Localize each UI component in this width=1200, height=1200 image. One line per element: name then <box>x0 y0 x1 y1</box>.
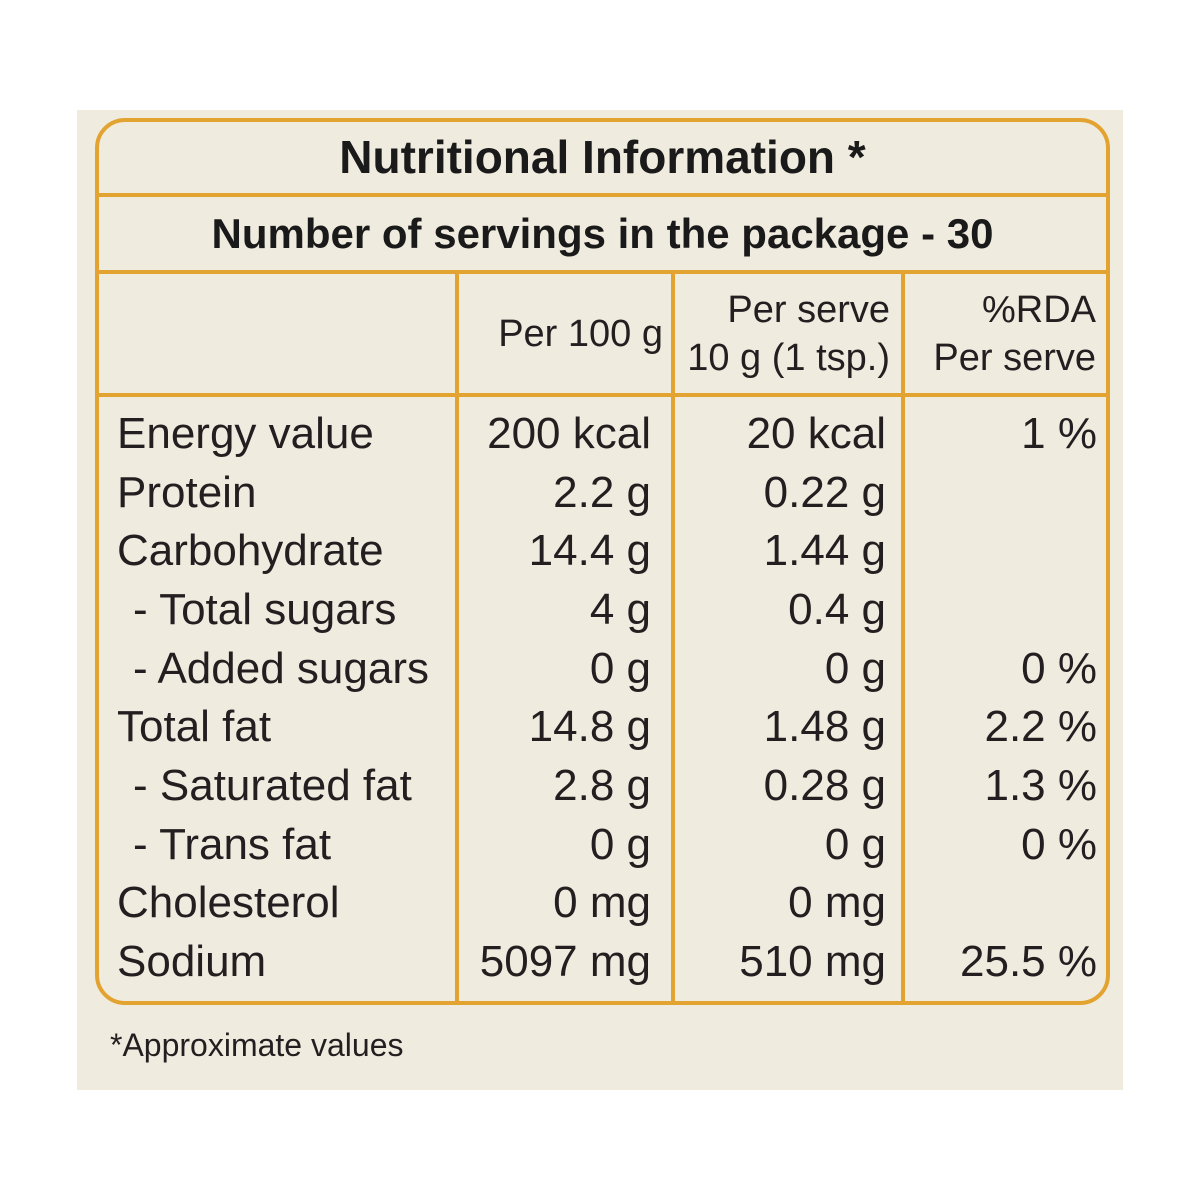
nutrient-name: - Saturated fat <box>133 760 412 810</box>
rda-value <box>905 581 1106 640</box>
table-row: - Saturated fat 2.8 g 0.28 g 1.3 % <box>99 757 1106 816</box>
nutrition-table: Nutritional Information * Number of serv… <box>95 118 1110 1005</box>
nutrient-name: - Total sugars <box>133 584 397 634</box>
column-divider <box>901 270 905 1001</box>
per-serve-value: 510 mg <box>739 936 886 986</box>
per-100g-value: 5097 mg <box>479 936 651 986</box>
rda-value: 0 % <box>1021 819 1097 869</box>
header-per-100g: Per 100 g <box>459 274 675 393</box>
per-100g-value: 0 mg <box>553 878 651 928</box>
nutrient-name: Energy value <box>117 409 374 458</box>
table-row: Total fat 14.8 g 1.48 g 2.2 % <box>99 698 1106 757</box>
per-100g-value: 200 kcal <box>487 409 651 458</box>
table-body: Energy value 200 kcal 20 kcal 1 % Protei… <box>99 397 1106 1001</box>
rda-value <box>905 522 1106 581</box>
per-100g-value: 0 g <box>589 819 651 869</box>
table-row: Energy value 200 kcal 20 kcal 1 % <box>99 405 1106 464</box>
header-rda: %RDA Per serve <box>905 274 1106 393</box>
rda-value <box>905 874 1106 933</box>
nutrient-name: Protein <box>117 467 257 517</box>
per-serve-value: 0 g <box>824 643 886 693</box>
table-row: Protein 2.2 g 0.22 g <box>99 464 1106 523</box>
table-title: Nutritional Information * <box>339 131 866 183</box>
divider <box>99 393 1106 397</box>
header-nutrient-col <box>99 274 459 393</box>
per-100g-value: 2.2 g <box>553 467 651 517</box>
label-panel: Nutritional Information * Number of serv… <box>77 110 1123 1090</box>
table-row: Sodium 5097 mg 510 mg 25.5 % <box>99 933 1106 992</box>
nutrient-name: Cholesterol <box>117 878 340 928</box>
rda-value <box>905 464 1106 523</box>
per-100g-value: 2.8 g <box>553 760 651 810</box>
per-serve-value: 0.28 g <box>763 760 886 810</box>
per-serve-value: 1.48 g <box>763 702 886 752</box>
header-rda-line1: %RDA <box>981 288 1096 331</box>
column-divider <box>455 270 459 1001</box>
table-row: Cholesterol 0 mg 0 mg <box>99 874 1106 933</box>
per-serve-value: 0 mg <box>788 878 886 928</box>
per-serve-value: 20 kcal <box>746 409 886 458</box>
nutrient-name: Sodium <box>117 936 267 986</box>
per-100g-value: 4 g <box>589 584 651 634</box>
rda-value: 1 % <box>1021 409 1097 458</box>
per-100g-value: 14.8 g <box>528 702 651 752</box>
nutrient-name: - Added sugars <box>133 643 429 693</box>
table-row: - Trans fat 0 g 0 g 0 % <box>99 816 1106 875</box>
per-serve-value: 0 g <box>824 819 886 869</box>
per-100g-value: 0 g <box>589 643 651 693</box>
per-serve-value: 1.44 g <box>763 526 886 576</box>
per-serve-value: 0.22 g <box>763 467 886 517</box>
table-row: Carbohydrate 14.4 g 1.44 g <box>99 522 1106 581</box>
divider <box>99 193 1106 197</box>
table-row: - Added sugars 0 g 0 g 0 % <box>99 640 1106 699</box>
nutrient-name: Total fat <box>117 702 272 752</box>
nutrient-name: Carbohydrate <box>117 526 384 576</box>
servings-count: Number of servings in the package - 30 <box>211 210 994 257</box>
per-serve-value: 0.4 g <box>788 584 886 634</box>
rda-value: 0 % <box>1021 643 1097 693</box>
column-divider <box>671 270 675 1001</box>
table-row: - Total sugars 4 g 0.4 g <box>99 581 1106 640</box>
nutrient-name: - Trans fat <box>133 819 332 869</box>
header-per-serve: Per serve 10 g (1 tsp.) <box>675 274 905 393</box>
rda-value: 25.5 % <box>960 936 1097 986</box>
rda-value: 2.2 % <box>984 702 1097 752</box>
header-per-100g-label: Per 100 g <box>498 312 663 355</box>
rda-value: 1.3 % <box>984 760 1097 810</box>
column-header-row: Per 100 g Per serve 10 g (1 tsp.) %RDA P… <box>99 274 1106 393</box>
per-100g-value: 14.4 g <box>528 526 651 576</box>
footnote: *Approximate values <box>110 1027 404 1063</box>
header-rda-line2: Per serve <box>933 336 1096 379</box>
header-per-serve-line2: 10 g (1 tsp.) <box>687 336 890 379</box>
header-per-serve-line1: Per serve <box>727 288 890 331</box>
divider <box>99 270 1106 274</box>
